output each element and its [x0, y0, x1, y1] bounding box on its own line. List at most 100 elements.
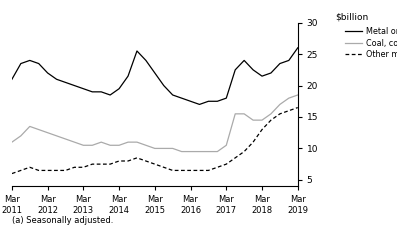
Coal, coke and briquettes	[27, 125, 32, 128]
Metal ores and minerals	[108, 94, 113, 96]
Coal, coke and briquettes	[54, 134, 59, 137]
Metal ores and minerals	[90, 91, 94, 93]
Other mineral fuels	[125, 160, 130, 162]
Coal, coke and briquettes	[286, 97, 291, 99]
Coal, coke and briquettes	[170, 147, 175, 150]
Metal ores and minerals	[10, 78, 14, 81]
Other mineral fuels	[179, 169, 184, 172]
Other mineral fuels	[99, 163, 104, 165]
Metal ores and minerals	[117, 87, 121, 90]
Metal ores and minerals	[99, 91, 104, 93]
Coal, coke and briquettes	[143, 144, 148, 147]
Metal ores and minerals	[27, 59, 32, 62]
Coal, coke and briquettes	[188, 150, 193, 153]
Metal ores and minerals	[278, 62, 282, 65]
Other mineral fuels	[224, 163, 229, 165]
Other mineral fuels	[10, 172, 14, 175]
Coal, coke and briquettes	[72, 141, 77, 143]
Coal, coke and briquettes	[233, 113, 237, 115]
Metal ores and minerals	[197, 103, 202, 106]
Metal ores and minerals	[233, 69, 237, 71]
Coal, coke and briquettes	[36, 128, 41, 131]
Other mineral fuels	[161, 166, 166, 169]
Line: Metal ores and minerals: Metal ores and minerals	[12, 48, 298, 104]
Coal, coke and briquettes	[135, 141, 139, 143]
Other mineral fuels	[197, 169, 202, 172]
Metal ores and minerals	[54, 78, 59, 81]
Text: $billion: $billion	[335, 12, 368, 21]
Coal, coke and briquettes	[197, 150, 202, 153]
Coal, coke and briquettes	[179, 150, 184, 153]
Other mineral fuels	[242, 150, 247, 153]
Other mineral fuels	[286, 109, 291, 112]
Metal ores and minerals	[63, 81, 68, 84]
Coal, coke and briquettes	[18, 134, 23, 137]
Metal ores and minerals	[135, 50, 139, 52]
Coal, coke and briquettes	[117, 144, 121, 147]
Coal, coke and briquettes	[251, 119, 256, 121]
Metal ores and minerals	[268, 72, 273, 74]
Other mineral fuels	[215, 166, 220, 169]
Coal, coke and briquettes	[260, 119, 264, 121]
Coal, coke and briquettes	[81, 144, 86, 147]
Other mineral fuels	[170, 169, 175, 172]
Coal, coke and briquettes	[268, 113, 273, 115]
Metal ores and minerals	[125, 75, 130, 77]
Other mineral fuels	[45, 169, 50, 172]
Metal ores and minerals	[161, 84, 166, 87]
Other mineral fuels	[90, 163, 94, 165]
Coal, coke and briquettes	[63, 138, 68, 140]
Metal ores and minerals	[179, 97, 184, 99]
Metal ores and minerals	[260, 75, 264, 77]
Coal, coke and briquettes	[90, 144, 94, 147]
Other mineral fuels	[295, 106, 300, 109]
Line: Other mineral fuels: Other mineral fuels	[12, 108, 298, 174]
Metal ores and minerals	[81, 87, 86, 90]
Coal, coke and briquettes	[206, 150, 211, 153]
Metal ores and minerals	[18, 62, 23, 65]
Coal, coke and briquettes	[242, 113, 247, 115]
Legend: Metal ores and minerals, Coal, coke and briquettes, Other mineral fuels: Metal ores and minerals, Coal, coke and …	[345, 27, 397, 59]
Other mineral fuels	[233, 156, 237, 159]
Coal, coke and briquettes	[125, 141, 130, 143]
Other mineral fuels	[63, 169, 68, 172]
Other mineral fuels	[18, 169, 23, 172]
Other mineral fuels	[143, 160, 148, 162]
Coal, coke and briquettes	[295, 94, 300, 96]
Metal ores and minerals	[36, 62, 41, 65]
Other mineral fuels	[268, 119, 273, 121]
Metal ores and minerals	[72, 84, 77, 87]
Coal, coke and briquettes	[10, 141, 14, 143]
Line: Coal, coke and briquettes: Coal, coke and briquettes	[12, 95, 298, 152]
Metal ores and minerals	[170, 94, 175, 96]
Coal, coke and briquettes	[45, 131, 50, 134]
Coal, coke and briquettes	[152, 147, 157, 150]
Metal ores and minerals	[143, 59, 148, 62]
Other mineral fuels	[72, 166, 77, 169]
Coal, coke and briquettes	[161, 147, 166, 150]
Other mineral fuels	[188, 169, 193, 172]
Coal, coke and briquettes	[108, 144, 113, 147]
Coal, coke and briquettes	[215, 150, 220, 153]
Metal ores and minerals	[45, 72, 50, 74]
Other mineral fuels	[54, 169, 59, 172]
Coal, coke and briquettes	[99, 141, 104, 143]
Other mineral fuels	[27, 166, 32, 169]
Other mineral fuels	[278, 113, 282, 115]
Metal ores and minerals	[295, 47, 300, 49]
Other mineral fuels	[135, 156, 139, 159]
Other mineral fuels	[251, 141, 256, 143]
Metal ores and minerals	[206, 100, 211, 103]
Other mineral fuels	[206, 169, 211, 172]
Metal ores and minerals	[242, 59, 247, 62]
Metal ores and minerals	[215, 100, 220, 103]
Metal ores and minerals	[286, 59, 291, 62]
Metal ores and minerals	[152, 72, 157, 74]
Coal, coke and briquettes	[224, 144, 229, 147]
Coal, coke and briquettes	[278, 103, 282, 106]
Other mineral fuels	[36, 169, 41, 172]
Metal ores and minerals	[188, 100, 193, 103]
Other mineral fuels	[81, 166, 86, 169]
Other mineral fuels	[152, 163, 157, 165]
Metal ores and minerals	[251, 69, 256, 71]
